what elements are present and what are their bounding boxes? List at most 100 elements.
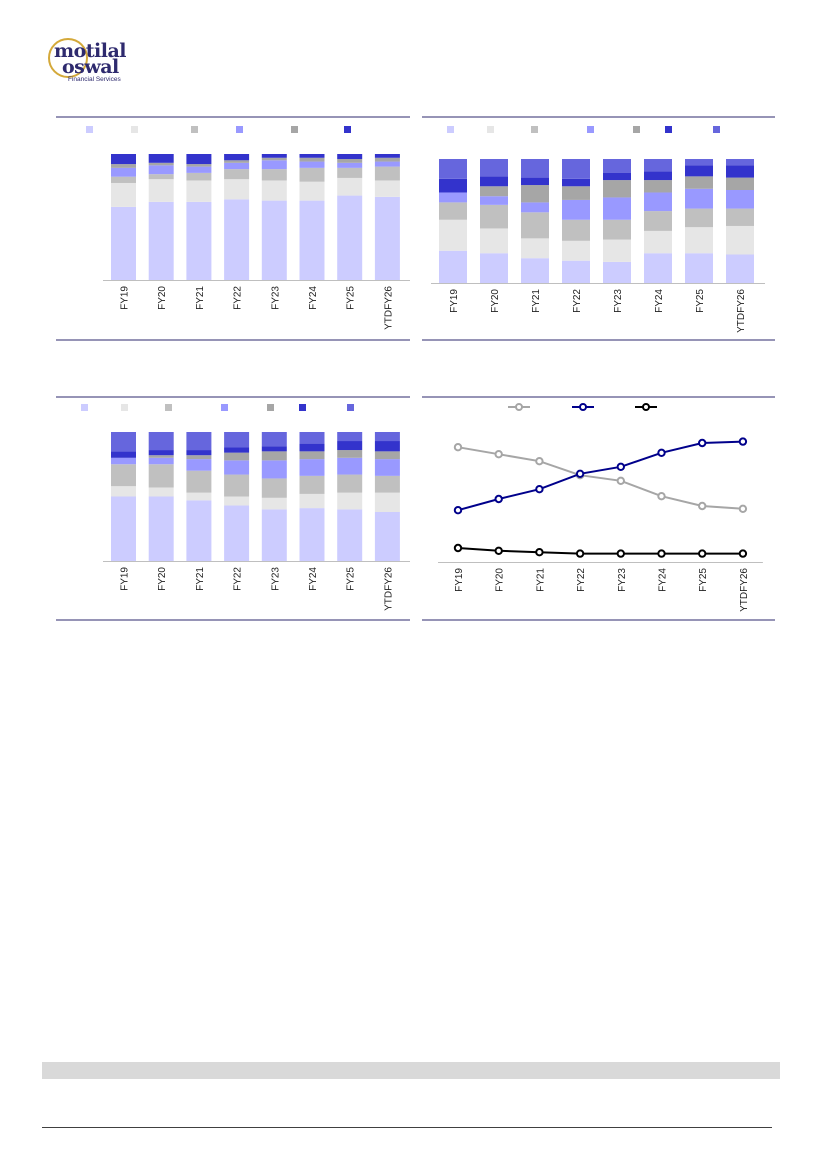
series-line xyxy=(457,440,743,512)
data-point xyxy=(698,438,707,448)
bar-segment xyxy=(644,253,672,283)
x-tick-label: FY21 xyxy=(531,289,542,313)
bar-segment xyxy=(299,493,325,509)
legend-swatch xyxy=(633,126,640,133)
bar-segment xyxy=(224,179,250,200)
legend-marker xyxy=(515,403,523,411)
bar-segment xyxy=(224,199,250,280)
x-tick-label: FY23 xyxy=(613,289,624,313)
bar-segment xyxy=(521,159,549,178)
bar-segment xyxy=(224,496,250,506)
bar-segment xyxy=(148,179,174,202)
bar-segment xyxy=(299,154,325,158)
bar-segment xyxy=(261,509,287,561)
bar-segment xyxy=(480,186,508,197)
bar-segment xyxy=(148,457,174,465)
x-tick-label: FY22 xyxy=(233,567,244,591)
bar-segment xyxy=(603,159,631,173)
bar-segment xyxy=(603,261,631,283)
bar-segment xyxy=(186,455,212,460)
bar-segment xyxy=(148,432,174,451)
bar-segment xyxy=(726,177,754,190)
series-line xyxy=(457,547,743,555)
bar-segment xyxy=(148,487,174,497)
chart-4: FY19 FY20 FY21 FY22 FY23 FY24 FY25 YTDFY26 xyxy=(422,396,775,621)
x-tick-label: FY22 xyxy=(233,286,244,310)
data-point xyxy=(738,437,748,446)
legend-swatch xyxy=(165,404,172,411)
data-point xyxy=(698,501,707,511)
bar-segment xyxy=(148,201,174,280)
bar-segment xyxy=(148,174,174,180)
bar-segment xyxy=(562,240,590,261)
legend-swatch xyxy=(587,126,594,133)
bar-segment xyxy=(685,165,713,177)
x-tick-label: FY19 xyxy=(120,567,131,591)
legend-swatch xyxy=(221,404,228,411)
bar-segment xyxy=(337,159,363,163)
bar-segment xyxy=(186,492,212,501)
legend-swatch xyxy=(665,126,672,133)
x-tick-label: FY24 xyxy=(308,286,319,310)
data-point xyxy=(535,485,544,494)
bar-segment xyxy=(374,441,400,452)
bar-segment xyxy=(439,219,467,251)
bar-segment xyxy=(374,166,400,181)
bar-segment xyxy=(111,464,136,487)
bar-segment xyxy=(521,212,549,239)
legend-marker xyxy=(642,403,650,411)
bar-segment xyxy=(337,450,363,458)
bar-segment xyxy=(603,197,631,220)
bar-segment xyxy=(685,176,713,189)
logo-line-3: Financial Services xyxy=(68,76,121,83)
data-point xyxy=(657,492,666,501)
bar-segment xyxy=(726,190,754,209)
data-point xyxy=(494,494,503,504)
bar-segment xyxy=(148,162,174,166)
bar-segment xyxy=(480,228,508,254)
bar-segment xyxy=(644,171,672,181)
x-tick-label: FY24 xyxy=(658,568,669,592)
bar-segment xyxy=(148,165,174,175)
data-point xyxy=(535,456,544,466)
bar-segment xyxy=(337,509,363,561)
bar-segment xyxy=(685,188,713,209)
bar-segment xyxy=(726,225,754,255)
bar-segment xyxy=(111,486,136,497)
bar-segment xyxy=(603,239,631,262)
bar-segment xyxy=(111,164,136,168)
data-point xyxy=(494,546,503,556)
bar-segment xyxy=(562,219,590,241)
bar-segment xyxy=(299,167,325,182)
bar-segment xyxy=(186,164,212,167)
bar-segment xyxy=(299,508,325,561)
logo-ring xyxy=(48,38,88,78)
bar-segment xyxy=(299,451,325,460)
bar-segment xyxy=(562,178,590,187)
legend-swatch xyxy=(447,126,454,133)
bar-segment xyxy=(111,496,136,561)
data-point xyxy=(535,548,544,557)
bar-segment xyxy=(186,201,212,280)
bar-segment xyxy=(224,452,250,461)
bar-segment xyxy=(261,446,287,452)
x-tick-label: FY20 xyxy=(495,568,506,592)
x-tick-label: FY23 xyxy=(270,286,281,310)
bar-segment xyxy=(299,475,325,494)
section-band xyxy=(42,1062,780,1079)
bar-segment xyxy=(261,497,287,510)
legend-swatch xyxy=(86,126,93,133)
bar-segment xyxy=(299,432,325,444)
bar-segment xyxy=(111,432,136,452)
x-tick-label: FY21 xyxy=(535,568,546,592)
data-point xyxy=(738,549,748,558)
bar-segment xyxy=(148,154,174,163)
legend-marker xyxy=(579,403,587,411)
legend-swatch xyxy=(487,126,494,133)
bar-segment xyxy=(261,154,287,158)
bar-segment xyxy=(603,172,631,181)
legend-swatch xyxy=(299,404,306,411)
x-tick-label: FY22 xyxy=(576,568,587,592)
bar-segment xyxy=(261,157,287,161)
bar-segment xyxy=(480,204,508,229)
